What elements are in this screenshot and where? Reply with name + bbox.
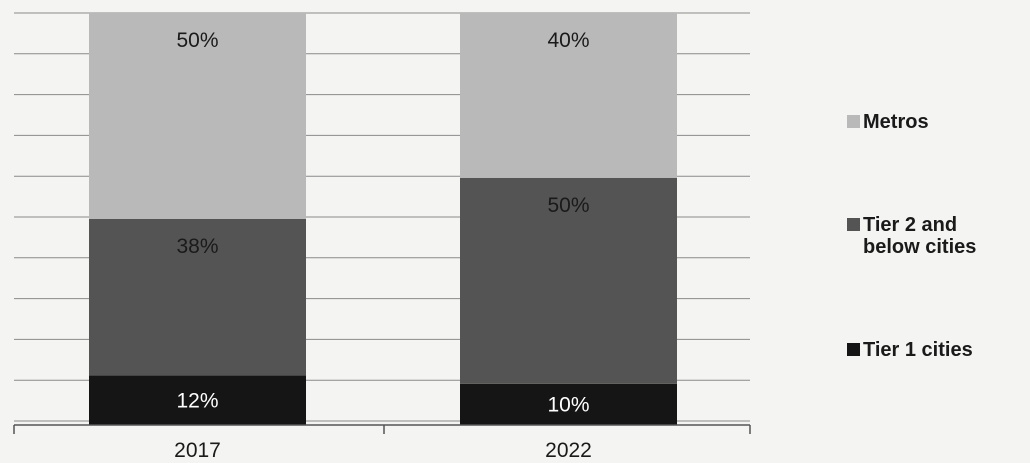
x-tick-label-2017: 2017 [174, 439, 221, 462]
bar-segment-tier-2-and-below-cities-2022 [460, 177, 677, 384]
data-labels: 12% 38% 50% 10% 50% 40% [176, 29, 589, 416]
legend-label-tier-1-cities: Tier 1 cities [863, 339, 973, 361]
legend-swatch-metros [847, 115, 860, 128]
data-label-metros-2022: 40% [547, 29, 589, 52]
data-label-metros-2017: 50% [176, 29, 218, 52]
data-label-tier-2-and-below-cities-2022: 50% [547, 194, 589, 217]
bar-segment-tier-1-cities-2017 [89, 375, 306, 425]
bar-segment-tier-1-cities-2022 [460, 383, 677, 425]
bars [89, 13, 677, 425]
legend-label-metros: Metros [863, 111, 929, 133]
legend: Metros Tier 2 and below cities Tier 1 citie… [847, 111, 976, 361]
bar-segment-tier-2-and-below-cities-2017 [89, 219, 306, 376]
legend-swatch-tier-1-cities [847, 343, 860, 356]
bar-segment-metros-2022 [460, 13, 677, 178]
x-tick-label-2022: 2022 [545, 439, 592, 462]
bar-segment-metros-2017 [89, 13, 306, 219]
data-label-tier-1-cities-2022: 10% [547, 393, 589, 416]
data-label-tier-1-cities-2017: 12% [176, 389, 218, 412]
legend-swatch-tier-2-and-below-cities [847, 218, 860, 231]
legend-label-tier-2-and-below-cities: Tier 2 and below cities [863, 214, 976, 258]
data-label-tier-2-and-below-cities-2017: 38% [176, 235, 218, 258]
x-axis: 2017 2022 [13, 424, 751, 462]
